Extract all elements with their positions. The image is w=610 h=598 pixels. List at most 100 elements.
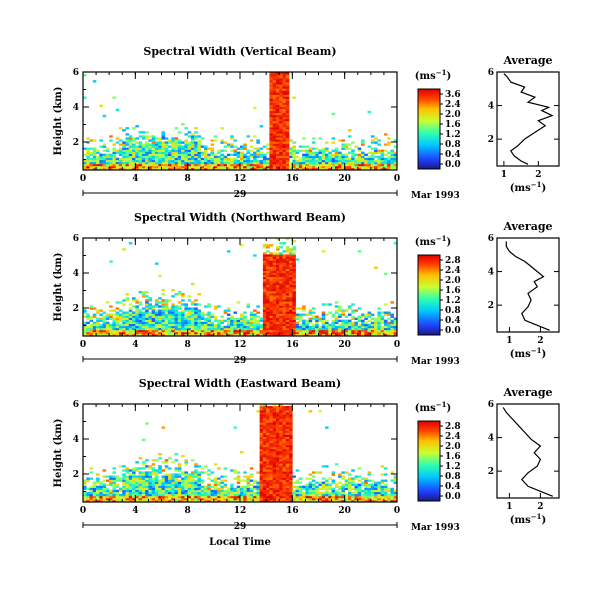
heatmap-cell	[383, 153, 388, 157]
heatmap-cell	[240, 161, 244, 165]
heatmap-cell	[118, 489, 123, 493]
heatmap-cell	[282, 250, 287, 253]
heatmap-cell	[135, 461, 139, 464]
heatmap-cell	[315, 487, 319, 491]
heatmap-cell	[282, 291, 287, 294]
heatmap-cell	[370, 153, 375, 157]
heatmap-cell	[289, 418, 293, 421]
heatmap-cell	[305, 159, 309, 163]
heatmap-cell	[282, 76, 287, 79]
heatmap-cell	[246, 487, 251, 491]
heatmap-cell	[223, 333, 228, 337]
heatmap-cell	[145, 143, 149, 146]
heatmap-cell	[289, 450, 293, 454]
heatmap-cell	[289, 432, 293, 435]
panel-title: Spectral Width (Vertical Beam)	[143, 45, 336, 58]
heatmap-cell	[243, 143, 247, 146]
heatmap-cell	[132, 473, 136, 476]
heatmap-cell	[292, 266, 296, 269]
heatmap-cell	[295, 327, 300, 331]
heatmap-cell	[102, 157, 107, 161]
heatmap-cell	[86, 149, 90, 152]
heatmap-cell	[390, 497, 395, 501]
heatmap-cell	[292, 268, 296, 271]
heatmap-cell	[118, 319, 123, 323]
heatmap-cell	[321, 303, 326, 306]
date-day: 29	[234, 356, 247, 366]
heatmap-cell	[83, 483, 87, 486]
heatmap-cell	[207, 165, 211, 169]
heatmap-cell	[272, 254, 277, 257]
heatmap-cell	[230, 333, 234, 337]
heatmap-cell	[207, 167, 211, 171]
heatmap-cell	[269, 153, 274, 157]
heatmap-cell	[249, 329, 254, 333]
heatmap-cell	[279, 80, 283, 83]
heatmap-cell	[269, 108, 274, 112]
heatmap-cell	[128, 321, 133, 325]
heatmap-cell	[92, 149, 97, 152]
heatmap-cell	[380, 157, 385, 161]
heatmap-cell	[269, 483, 274, 486]
heatmap-cell	[158, 321, 162, 325]
date-month: Mar 1993	[411, 357, 460, 367]
heatmap-cell	[200, 159, 205, 163]
heatmap-cell	[334, 151, 339, 154]
heatmap-cell	[145, 479, 149, 482]
heatmap-cell	[168, 299, 172, 302]
heatmap-cell	[102, 321, 107, 325]
heatmap-cell	[135, 165, 139, 169]
heatmap-cell	[177, 485, 182, 489]
heatmap-cell	[210, 497, 215, 501]
heatmap-cell	[253, 309, 257, 312]
heatmap-cell	[262, 495, 267, 499]
heatmap-cell	[197, 151, 202, 154]
heatmap-cell	[334, 301, 339, 304]
heatmap-cell	[190, 499, 195, 503]
x-tick-label: 8	[185, 174, 191, 184]
heatmap-cell	[285, 420, 290, 423]
heatmap-cell	[282, 428, 287, 431]
heatmap-cell	[115, 475, 120, 478]
heatmap-cell	[256, 159, 260, 163]
heatmap-cell	[243, 497, 247, 501]
heatmap-cell	[266, 428, 270, 431]
heatmap-cell	[272, 473, 277, 476]
heatmap-cell	[184, 133, 188, 136]
heatmap-cell	[380, 315, 385, 318]
heatmap-cell	[292, 278, 296, 282]
heatmap-cell	[128, 242, 133, 245]
colorbar	[417, 254, 441, 336]
heatmap-cell	[249, 487, 254, 491]
heatmap-cell	[279, 408, 283, 411]
heatmap-cell	[347, 327, 352, 331]
heatmap-cell	[275, 313, 280, 316]
y-tick-label: 6	[73, 68, 79, 78]
heatmap-cell	[272, 455, 277, 458]
heatmap-cell	[262, 329, 267, 333]
heatmap-cell	[181, 477, 185, 480]
heatmap-cell	[184, 159, 188, 163]
heatmap-cell	[240, 165, 244, 169]
heatmap-cell	[128, 317, 133, 320]
heatmap-cell	[138, 315, 143, 318]
heatmap-cell	[370, 323, 375, 327]
heatmap-cell	[105, 313, 110, 316]
heatmap-cell	[161, 331, 166, 335]
heatmap-cell	[151, 139, 156, 142]
heatmap-cell	[128, 481, 133, 484]
heatmap-cell	[174, 145, 179, 148]
heatmap-cell	[282, 432, 287, 435]
heatmap-cell	[112, 493, 117, 497]
heatmap-cell	[154, 305, 159, 308]
heatmap-cell	[262, 434, 267, 437]
heatmap-cell	[334, 159, 339, 163]
heatmap-cell	[331, 157, 336, 161]
heatmap-cell	[282, 436, 287, 440]
heatmap-cell	[259, 418, 264, 421]
heatmap-cell	[207, 469, 211, 472]
heatmap-cell	[158, 297, 162, 300]
heatmap-cell	[177, 487, 182, 491]
heatmap-cell	[197, 479, 202, 482]
heatmap-cell	[99, 329, 103, 333]
